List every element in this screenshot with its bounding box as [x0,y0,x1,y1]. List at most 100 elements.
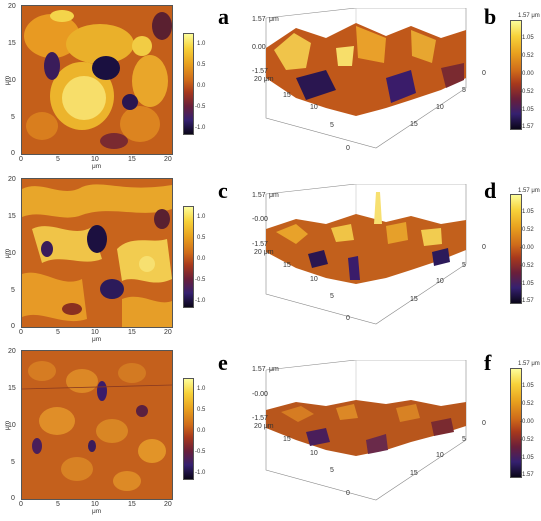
front-axis-tick: 15 [283,436,291,443]
right-axis-tick: 10 [436,278,444,285]
colorbar-tick: 0.00 [522,71,534,77]
x-tick-10: 10 [91,156,99,163]
colorbar-tick: 0.5 [197,407,206,413]
y-tick-0: 0 [11,495,15,502]
x-tick-10: 10 [91,329,99,336]
right-axis-tick: 5 [462,87,466,94]
right-axis-tick: 0 [482,70,486,77]
x-tick-0: 0 [19,501,23,508]
x-tick-5: 5 [56,156,60,163]
x-tick-20: 20 [164,156,172,163]
panel-label-b: b [484,4,497,29]
colorbar-tick: -0.00 [520,419,534,425]
z-tick-mid: -0.00 [252,391,268,398]
x-tick-15: 15 [128,501,136,508]
colorbar-e [183,378,194,480]
x-tick-10: 10 [91,501,99,508]
colorbar-tick: 0.5 [197,235,206,241]
colorbar-tick: -1.05 [520,107,534,113]
colorbar-tick: -1.57 [520,298,534,304]
colorbar-tick: 1.57 μm [518,361,540,367]
y-axis-unit: μm [4,75,11,85]
x-tick-20: 20 [164,329,172,336]
colorbar-tick: -1.05 [520,455,534,461]
colorbar-tick: -1.05 [520,281,534,287]
colorbar-d [510,194,522,304]
z-tick-bottom: -1.57 [252,68,268,75]
y-axis-unit: μm [4,248,11,258]
colorbar-tick: 1.05 [522,209,534,215]
panel-label-c: c [218,178,228,203]
front-axis-tick: 15 [283,262,291,269]
colorbar-a [183,33,194,135]
x-axis-unit: μm [92,508,102,515]
front-axis-tick: 10 [310,450,318,457]
y-tick-15: 15 [8,385,16,392]
colorbar-tick: -0.52 [520,263,534,269]
afm-3d-surface-f [265,360,467,501]
right-axis-tick: 10 [436,104,444,111]
y-tick-10: 10 [8,250,16,257]
y-tick-10: 10 [8,77,16,84]
front-axis-tick: 5 [330,293,334,300]
colorbar-f [510,368,522,478]
x-tick-5: 5 [56,329,60,336]
front-axis-tick: 0 [346,145,350,152]
panel-label-d: d [484,178,497,203]
colorbar-b [510,20,522,130]
colorbar-tick: -0.52 [520,89,534,95]
colorbar-tick: -1.0 [195,298,206,304]
z-tick-bottom: -1.57 [252,241,268,248]
afm-height-map-a [21,5,173,155]
front-axis-tick: 0 [346,315,350,322]
axis-corner-label: 20 μm [254,76,274,83]
afm-height-map-e [21,350,173,500]
axis-corner-label: 20 μm [254,423,274,430]
colorbar-tick: 1.0 [197,386,206,392]
z-tick-mid: -0.00 [252,216,268,223]
front-axis-tick: 10 [310,276,318,283]
right-axis-tick: 15 [410,296,418,303]
colorbar-tick: 0.52 [522,53,534,59]
colorbar-c [183,206,194,308]
colorbar-tick: 1.57 μm [518,13,540,19]
colorbar-tick: 1.0 [197,214,206,220]
x-tick-5: 5 [56,501,60,508]
z-tick-bottom: -1.57 [252,415,268,422]
y-tick-5: 5 [11,114,15,121]
afm-3d-surface-d [265,184,467,325]
x-tick-0: 0 [19,156,23,163]
y-tick-15: 15 [8,40,16,47]
right-axis-tick: 0 [482,244,486,251]
right-axis-tick: 10 [436,452,444,459]
colorbar-tick: -1.57 [520,124,534,130]
y-axis-unit: μm [4,420,11,430]
colorbar-tick: -1.0 [195,125,206,131]
panel-label-a: a [218,4,229,29]
z-tick-top: 1.57 [252,192,266,199]
z-unit: μm [269,192,279,199]
colorbar-tick: 0.52 [522,227,534,233]
afm-height-map-c [21,178,173,328]
y-tick-5: 5 [11,287,15,294]
y-tick-0: 0 [11,323,15,330]
y-tick-15: 15 [8,213,16,220]
front-axis-tick: 0 [346,490,350,497]
colorbar-tick: -1.57 [520,472,534,478]
right-axis-tick: 0 [482,420,486,427]
z-tick-top: 1.57 [252,16,266,23]
colorbar-tick: -0.5 [195,104,206,110]
y-tick-0: 0 [11,150,15,157]
colorbar-tick: 1.05 [522,35,534,41]
front-axis-tick: 5 [330,122,334,129]
panel-label-f: f [484,350,492,375]
z-unit: μm [269,16,279,23]
right-axis-tick: 5 [462,436,466,443]
colorbar-tick: 1.57 μm [518,188,540,194]
z-tick-mid: 0.00 [252,44,266,51]
y-tick-20: 20 [8,176,16,183]
afm-3d-surface-b [265,8,467,149]
z-tick-top: 1.57 [252,366,266,373]
x-tick-15: 15 [128,156,136,163]
colorbar-tick: -1.0 [195,470,206,476]
